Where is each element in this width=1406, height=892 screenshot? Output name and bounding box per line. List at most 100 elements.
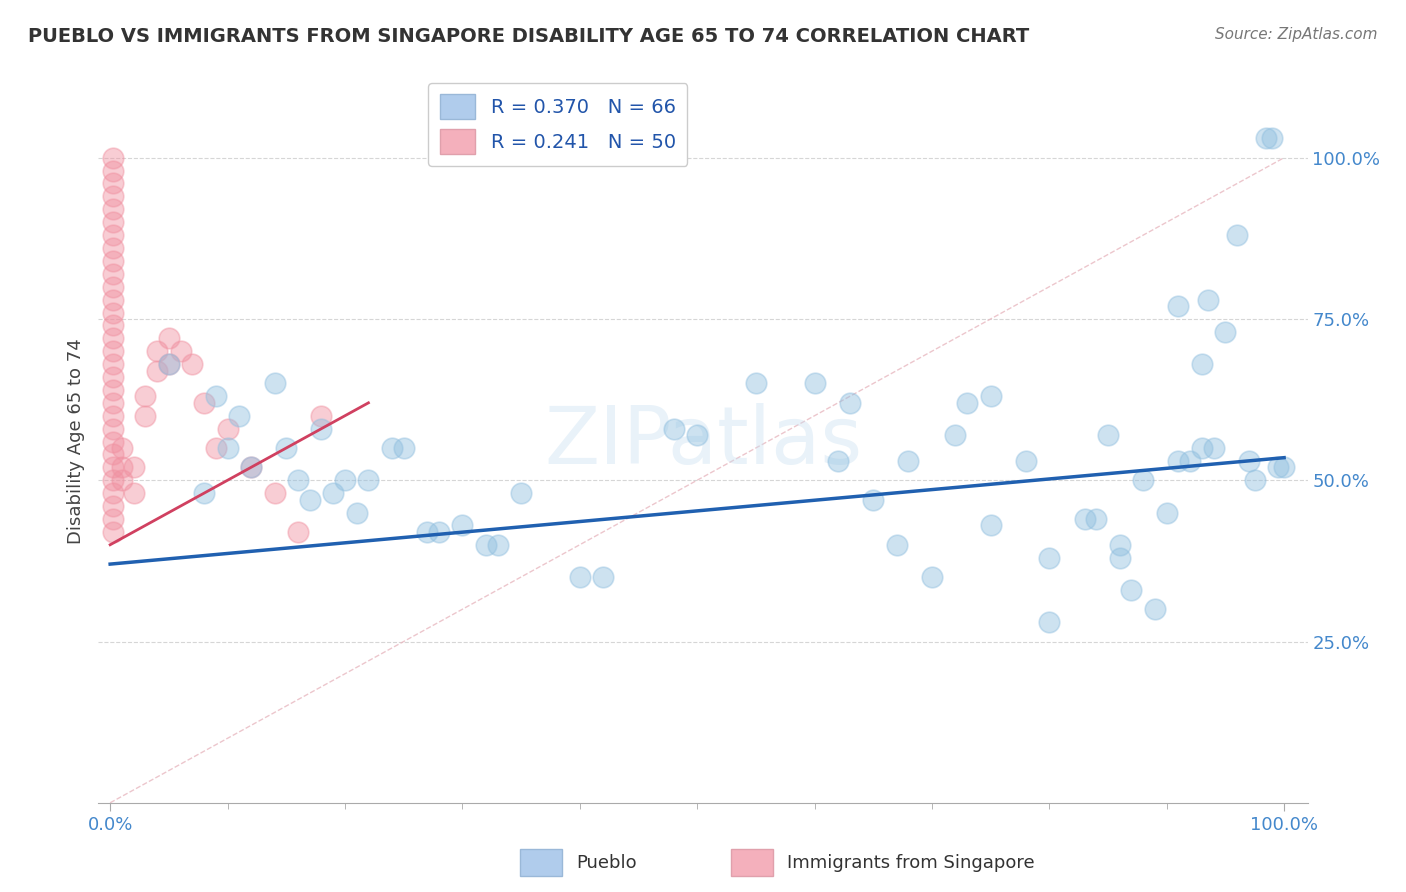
Point [181,357,204,371]
Point [101,318,124,333]
Point [311,409,333,423]
Point [101,189,124,203]
Point [980,518,1002,533]
Point [945,428,967,442]
Point [862,492,884,507]
Point [827,454,849,468]
Point [101,344,124,359]
Point [1108,538,1130,552]
Point [1226,228,1249,243]
Point [193,486,215,500]
Point [101,163,124,178]
Point [193,396,215,410]
Point [1073,512,1095,526]
Point [217,422,239,436]
Point [1156,506,1178,520]
Point [101,331,124,345]
Point [157,357,180,371]
Point [568,570,591,584]
Point [101,383,124,397]
Point [510,486,533,500]
Point [101,473,124,487]
Point [157,357,180,371]
Point [276,441,298,455]
Text: Immigrants from Singapore: Immigrants from Singapore [787,854,1035,871]
Point [451,518,474,533]
Point [956,396,979,410]
Point [146,344,169,359]
Point [204,389,226,403]
Point [1256,131,1278,145]
Text: Source: ZipAtlas.com: Source: ZipAtlas.com [1215,27,1378,42]
Point [240,460,263,475]
Point [1167,299,1189,313]
Point [298,492,321,507]
Point [381,441,404,455]
Point [1215,325,1237,339]
Text: Pueblo: Pueblo [576,854,637,871]
Point [240,460,263,475]
Point [263,376,285,391]
Point [101,460,124,475]
Point [101,357,124,371]
Point [897,454,920,468]
Point [392,441,415,455]
Point [1272,460,1295,475]
Point [101,434,124,449]
Point [101,512,124,526]
Point [1243,473,1265,487]
Point [1015,454,1038,468]
Point [1143,602,1166,616]
Point [475,538,498,552]
Point [101,305,124,319]
Point [416,524,439,539]
Point [204,441,226,455]
Point [662,422,685,436]
Point [322,486,344,500]
Point [101,486,124,500]
Point [122,460,145,475]
Point [101,524,124,539]
Point [228,409,250,423]
Point [886,538,908,552]
Point [287,473,309,487]
Point [838,396,860,410]
Point [1191,357,1213,371]
Point [101,202,124,217]
Point [217,441,239,455]
Point [101,293,124,307]
Point [101,177,124,191]
Point [101,254,124,268]
Legend: R = 0.370   N = 66, R = 0.241   N = 50: R = 0.370 N = 66, R = 0.241 N = 50 [429,83,688,166]
Point [1197,293,1219,307]
Point [1132,473,1154,487]
Point [101,499,124,513]
Point [1267,460,1289,475]
Point [1191,441,1213,455]
Point [101,396,124,410]
Y-axis label: Disability Age 65 to 74: Disability Age 65 to 74 [66,339,84,544]
Point [486,538,509,552]
Text: ZIPatlas: ZIPatlas [544,402,862,481]
Point [1261,131,1284,145]
Point [1108,550,1130,565]
Point [803,376,825,391]
Point [101,447,124,461]
Point [134,389,156,403]
Text: PUEBLO VS IMMIGRANTS FROM SINGAPORE DISABILITY AGE 65 TO 74 CORRELATION CHART: PUEBLO VS IMMIGRANTS FROM SINGAPORE DISA… [28,27,1029,45]
Point [101,151,124,165]
Point [287,524,309,539]
Point [111,441,134,455]
Point [157,331,180,345]
Point [1180,454,1202,468]
Point [101,370,124,384]
Point [134,409,156,423]
Point [1038,615,1060,630]
Point [169,344,191,359]
Point [101,409,124,423]
Point [745,376,768,391]
Point [686,428,709,442]
Point [592,570,614,584]
Point [346,506,368,520]
Point [1097,428,1119,442]
